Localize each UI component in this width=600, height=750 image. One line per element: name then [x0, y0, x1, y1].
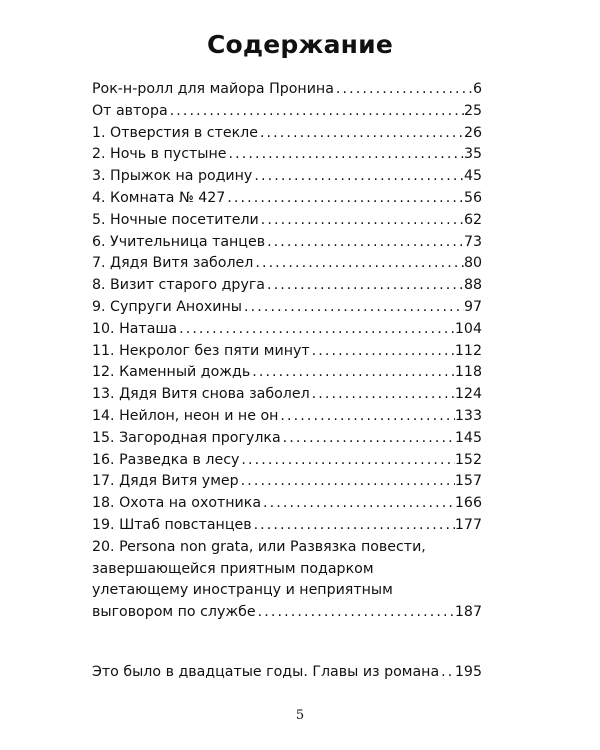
- toc-entry-title: 4. Комната № 427: [92, 189, 226, 206]
- toc-entry-long-line: улетающему иностранцу и неприятным: [92, 582, 393, 599]
- toc-entry: 16. Разведка в лесу 152: [92, 450, 482, 472]
- dot-leader: [265, 275, 464, 297]
- toc-entry: 8. Визит старого друга 88: [92, 275, 482, 297]
- toc-entry-page: 80: [463, 255, 482, 272]
- dot-leader: [310, 341, 455, 363]
- toc-entry: 15. Загородная прогулка 145: [92, 428, 482, 450]
- toc-entry-title: 16. Разведка в лесу: [92, 451, 240, 468]
- toc-entry: 12. Каменный дождь 118: [92, 362, 482, 384]
- toc-entry-title: От автора: [92, 102, 168, 119]
- dot-leader: [256, 602, 455, 624]
- toc-entry: 7. Дядя Витя заболел 80: [92, 253, 482, 275]
- toc-entry: 19. Штаб повстанцев 177: [92, 515, 482, 537]
- toc-entry: 13. Дядя Витя снова заболел 124: [92, 384, 482, 406]
- toc-entry-title: 18. Охота на охотника: [92, 495, 262, 512]
- toc-entry-page: 166: [454, 495, 482, 512]
- toc-entry-page: 145: [454, 429, 482, 446]
- dot-leader: [168, 101, 464, 123]
- toc-entry-page: 177: [454, 516, 482, 533]
- toc-entry-title: 3. Прыжок на родину: [92, 168, 253, 185]
- dot-leader: [226, 144, 463, 166]
- table-of-contents: Рок-н-ролл для майора Пронина 6 От автора 2…: [92, 79, 482, 684]
- toc-entry-page: 97: [463, 298, 482, 315]
- dot-leader: [259, 210, 464, 232]
- toc-entry-page: 62: [463, 211, 482, 228]
- dot-leader: [177, 319, 455, 341]
- toc-entry-page: 88: [463, 277, 482, 294]
- dot-leader: [334, 79, 473, 101]
- dot-leader: [252, 166, 464, 188]
- toc-entry-page: 73: [463, 233, 482, 250]
- toc-entry-title: Рок-н-ролл для майора Пронина: [92, 81, 334, 97]
- toc-entry-page: 45: [463, 168, 482, 185]
- toc-entry-page: 133: [454, 407, 482, 424]
- toc-entry-page: 26: [463, 124, 482, 141]
- toc-entry-page: 195: [454, 663, 482, 680]
- toc-entry-page: 124: [454, 386, 482, 403]
- toc-entry-long-line: завершающейся приятным подарком: [92, 560, 374, 577]
- toc-entries: Рок-н-ролл для майора Пронина 6 От автора 2…: [92, 79, 482, 537]
- toc-entry: 6. Учительница танцев 73: [92, 232, 482, 254]
- toc-entry-page: 25: [463, 102, 482, 119]
- toc-entry: выговором по службе 187: [92, 602, 482, 624]
- toc-entry: 17. Дядя Витя умер 157: [92, 471, 482, 493]
- toc-entry: 5. Ночные посетители 62: [92, 210, 482, 232]
- toc-entry-page: 118: [454, 364, 482, 381]
- dot-leader: [310, 384, 455, 406]
- toc-entry-title: выговором по службе: [92, 604, 256, 621]
- toc-entry-title: 2. Ночь в пустыне: [92, 146, 227, 163]
- toc-entry-title: 7. Дядя Витя заболел: [92, 255, 254, 272]
- dot-leader: [439, 662, 455, 684]
- toc-entry-title: 17. Дядя Витя умер: [92, 473, 239, 490]
- dot-leader: [252, 515, 455, 537]
- toc-entry-title: Это было в двадцатые годы. Главы из рома…: [92, 663, 440, 680]
- dot-leader: [258, 123, 464, 145]
- toc-entry-title: 5. Ночные посетители: [92, 211, 259, 228]
- toc-entry: От автора 25: [92, 101, 482, 123]
- toc-entry-title: 8. Визит старого друга: [92, 277, 265, 294]
- toc-entry-title: 12. Каменный дождь: [92, 364, 251, 381]
- toc-entry-page: 187: [454, 604, 482, 621]
- toc-entry: Рок-н-ролл для майора Пронина 6: [92, 79, 482, 101]
- toc-entry-page: 6: [472, 81, 482, 97]
- dot-leader: [261, 493, 455, 515]
- toc-entry-title: 10. Наташа: [92, 320, 178, 337]
- toc-entry-title: 13. Дядя Витя снова заболел: [92, 386, 310, 403]
- toc-entry-page: 152: [454, 451, 482, 468]
- toc-entry: 2. Ночь в пустыне 35: [92, 144, 482, 166]
- toc-entry-title: 9. Супруги Анохины: [92, 298, 242, 315]
- toc-entry: 1. Отверстия в стекле 26: [92, 123, 482, 145]
- dot-leader: [281, 428, 455, 450]
- toc-entry-long-line: 20. Persona non grata, или Развязка пове…: [92, 538, 426, 555]
- toc-entry-title: 11. Некролог без пяти минут: [92, 342, 310, 359]
- toc-entry: 4. Комната № 427 56: [92, 188, 482, 210]
- toc-entry-title: 1. Отверстия в стекле: [92, 124, 258, 141]
- dot-leader: [250, 362, 455, 384]
- toc-entry: 10. Наташа 104: [92, 319, 482, 341]
- dot-leader: [225, 188, 464, 210]
- dot-leader: [278, 406, 455, 428]
- toc-entry-title: 14. Нейлон, неон и не он: [92, 407, 279, 424]
- page-number: 5: [295, 708, 305, 723]
- toc-entry-title: 19. Штаб повстанцев: [92, 516, 252, 533]
- dot-leader: [253, 253, 464, 275]
- toc-entry-appendix: Это было в двадцатые годы. Главы из рома…: [92, 662, 482, 684]
- toc-entry: 14. Нейлон, неон и не он 133: [92, 406, 482, 428]
- toc-entry: 9. Супруги Анохины 97: [92, 297, 482, 319]
- toc-entry-page: 112: [454, 342, 482, 359]
- toc-entry-page: 104: [454, 320, 482, 337]
- toc-entry: 18. Охота на охотника 166: [92, 493, 482, 515]
- dot-leader: [265, 232, 464, 254]
- toc-entry-page: 157: [454, 473, 482, 490]
- dot-leader: [239, 471, 455, 493]
- dot-leader: [242, 297, 464, 319]
- toc-entry-page: 35: [463, 146, 482, 163]
- toc-entry: 3. Прыжок на родину 45: [92, 166, 482, 188]
- toc-entry-title: 15. Загородная прогулка: [92, 429, 281, 446]
- toc-entry-page: 56: [463, 189, 482, 206]
- toc-entry: 11. Некролог без пяти минут 112: [92, 341, 482, 363]
- dot-leader: [239, 450, 455, 472]
- page-title: Содержание: [206, 30, 394, 59]
- toc-entry-title: 6. Учительница танцев: [92, 233, 266, 250]
